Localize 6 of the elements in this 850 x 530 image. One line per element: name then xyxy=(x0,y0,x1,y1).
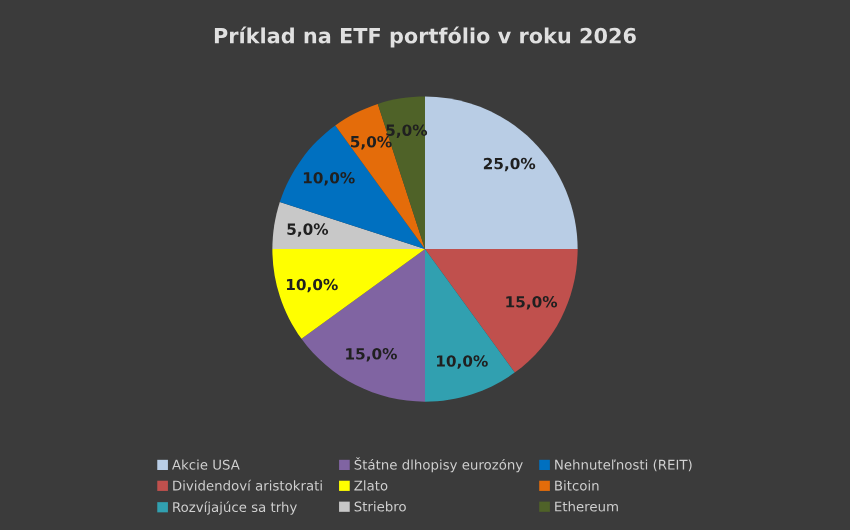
pie-slice xyxy=(425,249,578,373)
chart-title: Príklad na ETF portfólio v roku 2026 xyxy=(214,26,636,48)
pie-slice xyxy=(272,249,425,339)
pie-slice xyxy=(272,201,425,250)
pie-slice xyxy=(425,96,578,250)
pie-slice xyxy=(279,125,425,250)
